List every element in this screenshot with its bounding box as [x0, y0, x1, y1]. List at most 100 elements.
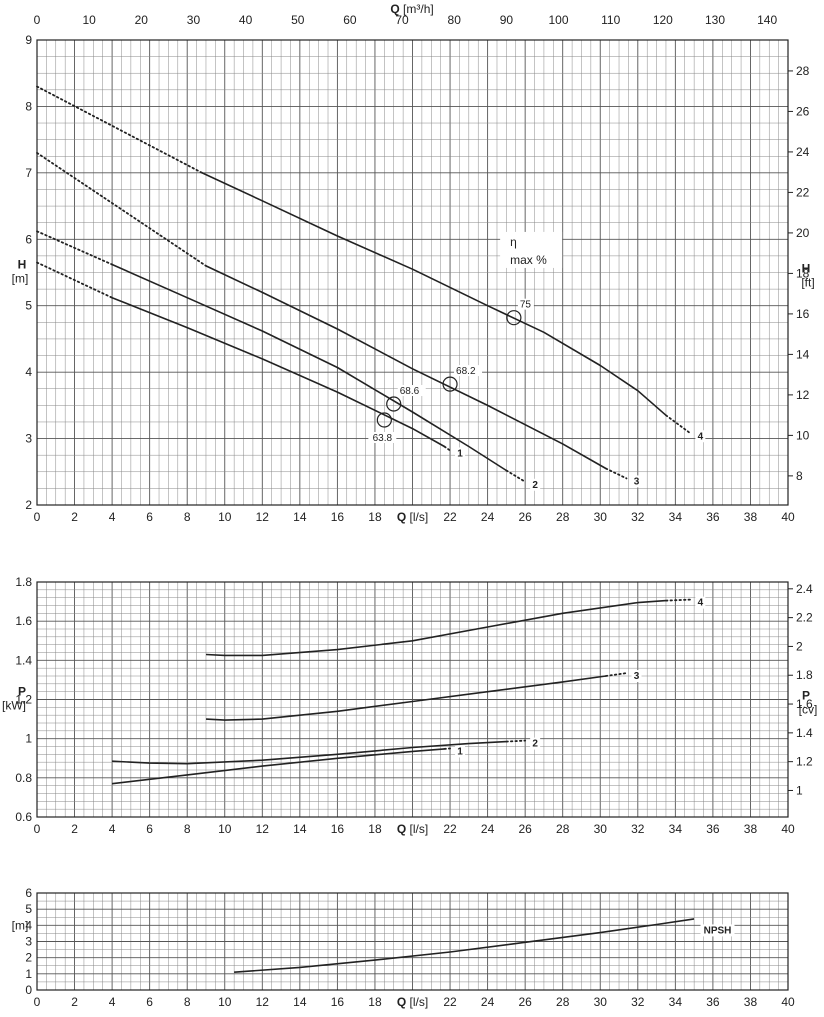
- y-right-tick-label: 16: [796, 307, 810, 321]
- y-tick-label: 5: [25, 902, 32, 916]
- x-tick-label: 28: [556, 995, 570, 1009]
- x-tick-label: 16: [331, 822, 345, 836]
- efficiency-value-label: 68.2: [456, 366, 476, 377]
- x-tick-label: 22: [443, 510, 457, 524]
- top-x-tick-label: 90: [500, 13, 514, 27]
- x-tick-label: 34: [669, 822, 683, 836]
- x-tick-label: 30: [594, 822, 608, 836]
- top-x-tick-label: 110: [601, 13, 620, 27]
- curve-label-1: 1: [457, 449, 463, 460]
- top-x-tick-label: 60: [343, 13, 357, 27]
- y-axis-unit: [kW]: [2, 699, 26, 713]
- x-tick-label: 24: [481, 995, 495, 1009]
- x-tick-label: 16: [331, 510, 345, 524]
- y-tick-label: 1.4: [15, 653, 32, 667]
- x-tick-label: 6: [146, 822, 153, 836]
- y-tick-label: 3: [25, 935, 32, 949]
- x-tick-label: 6: [146, 995, 153, 1009]
- y-tick-label: 0: [25, 983, 32, 997]
- x-tick-label: 0: [34, 510, 41, 524]
- y-tick-label: 1.8: [15, 575, 32, 589]
- curve-label-4: 4: [698, 598, 704, 609]
- curve-label-2: 2: [532, 739, 538, 750]
- top-x-tick-label: 30: [187, 13, 201, 27]
- x-tick-label: 38: [744, 510, 758, 524]
- x-tick-label: 28: [556, 510, 570, 524]
- x-tick-label: 40: [781, 822, 795, 836]
- x-tick-label: 26: [518, 510, 532, 524]
- x-tick-label: 34: [669, 995, 683, 1009]
- efficiency-header-eta: η: [510, 235, 517, 249]
- curve-label-4: 4: [698, 431, 704, 442]
- y-right-tick-label: 26: [796, 104, 810, 118]
- x-axis-label: Q [l/s]: [397, 822, 428, 836]
- x-tick-label: 12: [256, 510, 270, 524]
- x-tick-label: 10: [218, 510, 232, 524]
- x-tick-label: 32: [631, 995, 645, 1009]
- top-x-tick-label: 140: [757, 13, 777, 27]
- x-tick-label: 36: [706, 510, 720, 524]
- y-right-tick-label: 12: [796, 388, 810, 402]
- x-axis-label: Q [l/s]: [397, 995, 428, 1009]
- x-tick-label: 28: [556, 822, 570, 836]
- x-tick-label: 18: [368, 995, 382, 1009]
- y-tick-label: 1: [25, 732, 32, 746]
- x-tick-label: 8: [184, 822, 191, 836]
- x-tick-label: 2: [71, 510, 78, 524]
- x-tick-label: 14: [293, 995, 307, 1009]
- curve-label-3: 3: [634, 476, 640, 487]
- x-tick-label: 40: [781, 510, 795, 524]
- efficiency-value-label: 68.6: [400, 386, 420, 397]
- y-right-tick-label: 1: [796, 783, 803, 797]
- top-x-tick-label: 100: [549, 13, 569, 27]
- top-x-tick-label: 120: [653, 13, 673, 27]
- x-tick-label: 40: [781, 995, 795, 1009]
- x-tick-label: 0: [34, 995, 41, 1009]
- x-tick-label: 32: [631, 822, 645, 836]
- x-tick-label: 16: [331, 995, 345, 1009]
- curve-label-1: 1: [457, 746, 463, 757]
- efficiency-value-label: 75: [520, 300, 532, 311]
- y-tick-label: 0.8: [15, 771, 32, 785]
- x-tick-label: 26: [518, 995, 532, 1009]
- y-axis-symbol: H: [18, 258, 27, 272]
- x-tick-label: 38: [744, 822, 758, 836]
- x-tick-label: 12: [256, 995, 270, 1009]
- x-tick-label: 12: [256, 822, 270, 836]
- top-x-tick-label: 0: [34, 13, 41, 27]
- y-right-tick-label: 24: [796, 145, 810, 159]
- curve-label-3: 3: [634, 671, 640, 682]
- top-x-tick-label: 130: [705, 13, 725, 27]
- y-right-tick-label: 1.2: [796, 755, 813, 769]
- x-tick-label: 30: [594, 995, 608, 1009]
- y-tick-label: 7: [25, 166, 32, 180]
- y-axis-symbol: P: [18, 685, 26, 699]
- y-right-tick-label: 2.2: [796, 611, 813, 625]
- y-right-axis-unit: [cv]: [799, 703, 818, 717]
- x-tick-label: 4: [109, 995, 116, 1009]
- y-tick-label: 5: [25, 299, 32, 313]
- y-tick-label: 3: [25, 432, 32, 446]
- x-axis-label: Q [l/s]: [397, 510, 428, 524]
- top-x-tick-label: 10: [82, 13, 96, 27]
- x-tick-label: 24: [481, 510, 495, 524]
- efficiency-header-max: max %: [510, 253, 547, 267]
- y-tick-label: 4: [25, 365, 32, 379]
- y-right-tick-label: 22: [796, 185, 810, 199]
- x-tick-label: 4: [109, 822, 116, 836]
- x-tick-label: 22: [443, 822, 457, 836]
- x-tick-label: 10: [218, 995, 232, 1009]
- x-tick-label: 36: [706, 822, 720, 836]
- top-x-tick-label: 50: [291, 13, 305, 27]
- y-tick-label: 0.6: [15, 810, 32, 824]
- y-right-tick-label: 14: [796, 347, 810, 361]
- top-x-tick-label: 80: [448, 13, 462, 27]
- x-tick-label: 18: [368, 822, 382, 836]
- y-tick-label: 8: [25, 99, 32, 113]
- x-tick-label: 10: [218, 822, 232, 836]
- x-tick-label: 2: [71, 822, 78, 836]
- x-tick-label: 32: [631, 510, 645, 524]
- y-right-tick-label: 10: [796, 428, 810, 442]
- y-axis-unit: [m]: [12, 919, 29, 933]
